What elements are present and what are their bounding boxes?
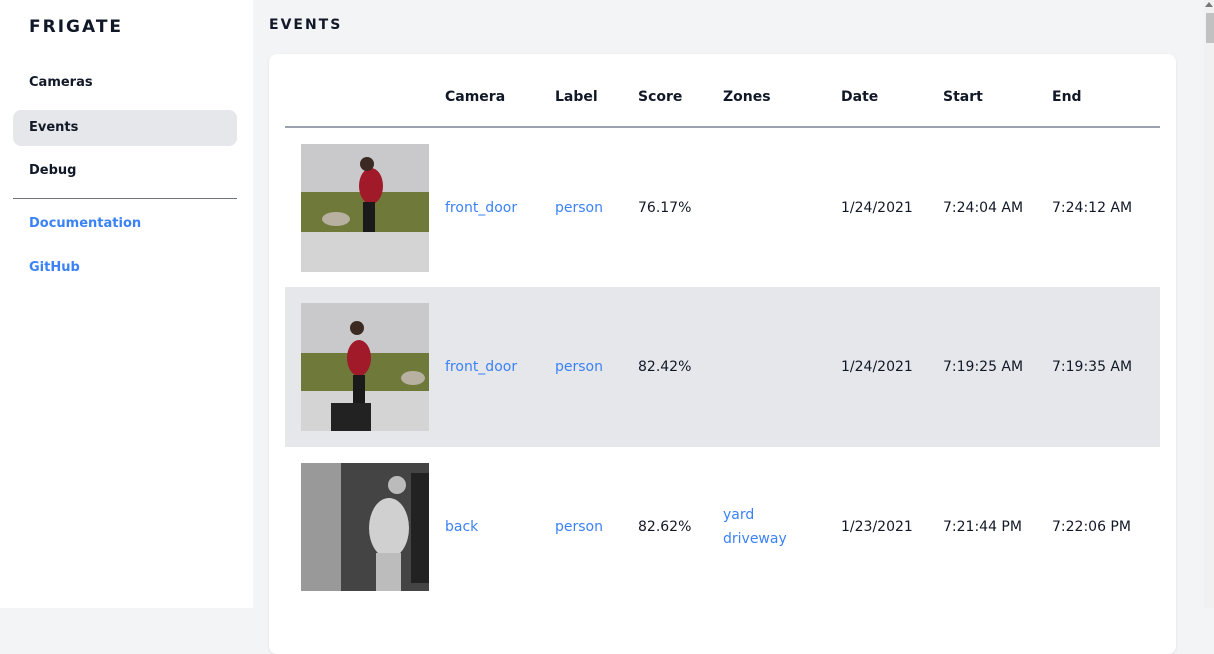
event-thumbnail[interactable] [301,463,429,591]
header-start: Start [943,54,1052,128]
camera-link[interactable]: front_door [445,287,555,447]
header-score: Score [638,54,723,128]
zones [723,127,841,287]
start-time: 7:21:44 PM [943,519,1022,535]
scrollbar[interactable] [1204,0,1214,608]
date: 1/23/2021 [841,519,913,535]
table-row[interactable]: back person 82.62% yard driveway 1/23/202… [285,447,1160,607]
end-time: 7:22:06 PM [1052,519,1131,535]
header-label: Label [555,54,638,128]
header-date: Date [841,54,943,128]
scrollbar-thumb[interactable] [1206,13,1214,43]
sidebar-item-debug[interactable]: Debug [29,163,77,178]
label-link[interactable]: person [555,287,638,447]
page-title: EVENTS [269,17,343,33]
sidebar-link-documentation[interactable]: Documentation [29,216,142,231]
sidebar-item-cameras[interactable]: Cameras [29,75,93,90]
date: 1/24/2021 [841,199,913,216]
event-thumbnail[interactable] [301,303,429,431]
zone-tag: yard [723,507,755,523]
score: 82.42% [638,287,723,447]
zones: yard driveway [723,447,841,607]
label-link[interactable]: person [555,519,603,535]
camera-link[interactable]: back [445,519,479,535]
sidebar-item-events[interactable]: Events [13,110,237,146]
scroll-up-arrow-icon[interactable] [1205,2,1213,7]
sidebar-link-github[interactable]: GitHub [29,260,80,275]
score: 82.62% [638,519,692,535]
sidebar: FRIGATE Cameras Events Debug Documentati… [0,0,253,608]
events-card: Camera Label Score Zones Date Start End … [269,54,1176,654]
sidebar-divider [13,198,237,199]
start-time: 7:19:25 AM [943,287,1052,447]
header-zones: Zones [723,54,841,128]
header-end: End [1052,54,1160,128]
table-row[interactable]: front_door person 82.42% 1/24/2021 7:19:… [285,287,1160,447]
end-time: 7:24:12 AM [1052,199,1133,216]
end-time: 7:19:35 AM [1052,287,1160,447]
start-time: 7:24:04 AM [943,199,1024,216]
label-link[interactable]: person [555,199,603,216]
header-camera: Camera [445,54,555,128]
header-thumbnail [285,54,445,128]
camera-link[interactable]: front_door [445,199,518,216]
zone-tag: driveway [723,531,787,547]
score: 76.17% [638,199,692,216]
events-table: Camera Label Score Zones Date Start End … [285,54,1160,607]
zones [723,287,841,447]
table-row[interactable]: front_door person 76.17% 1/24/2021 7:24:… [285,127,1160,287]
event-thumbnail[interactable] [301,143,429,272]
date: 1/24/2021 [841,287,943,447]
app-logo-title: FRIGATE [29,17,124,37]
